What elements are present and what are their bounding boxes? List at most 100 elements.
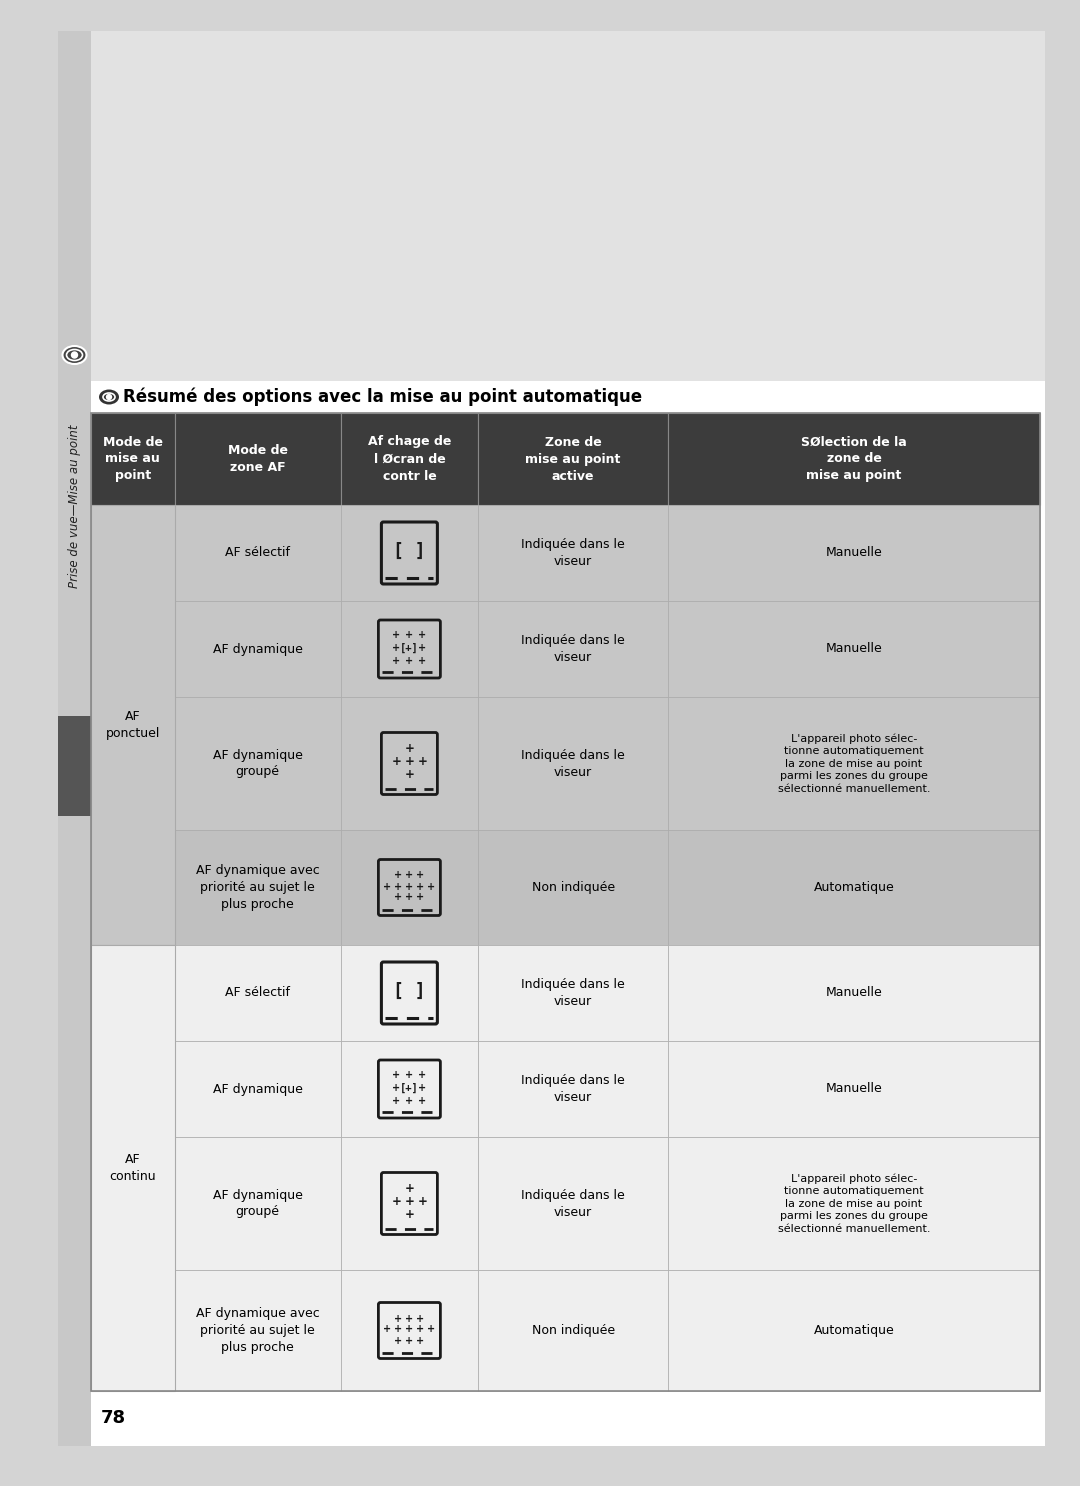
Text: +: +	[404, 1208, 415, 1221]
Text: +: +	[405, 881, 414, 892]
Bar	[91, 945, 175, 1391]
Text: Zone de
mise au point
active: Zone de mise au point active	[525, 435, 621, 483]
Text: +: +	[394, 1336, 403, 1345]
Text: Indiquée dans le
viseur: Indiquée dans le viseur	[522, 978, 625, 1008]
Bar	[91, 413, 175, 505]
Bar	[340, 413, 478, 505]
Text: Indiquée dans le
viseur: Indiquée dans le viseur	[522, 749, 625, 779]
Bar	[340, 697, 478, 831]
Text: +: +	[418, 1195, 428, 1208]
Text: Non indiquée: Non indiquée	[531, 881, 615, 895]
Bar	[669, 1137, 1040, 1271]
Text: +: +	[418, 643, 427, 652]
Text: Manuelle: Manuelle	[825, 987, 882, 1000]
Bar	[91, 380, 1045, 413]
Bar	[91, 413, 1040, 1391]
Text: +: +	[383, 881, 391, 892]
Bar	[478, 831, 669, 945]
Text: AF dynamique
groupé: AF dynamique groupé	[213, 749, 302, 779]
Bar	[340, 831, 478, 945]
Text: +: +	[404, 1181, 415, 1195]
Text: Mode de
zone AF: Mode de zone AF	[228, 444, 287, 474]
Text: +: +	[428, 1324, 435, 1334]
Bar	[58, 31, 91, 1446]
Text: +: +	[416, 871, 424, 881]
Bar	[91, 505, 175, 945]
Text: +: +	[428, 881, 435, 892]
Text: AF dynamique: AF dynamique	[213, 1082, 302, 1095]
Text: AF dynamique avec
priorité au sujet le
plus proche: AF dynamique avec priorité au sujet le p…	[195, 1308, 320, 1354]
Text: Indiquée dans le
viseur: Indiquée dans le viseur	[522, 538, 625, 568]
Text: +: +	[392, 655, 401, 666]
Text: +: +	[416, 1336, 424, 1345]
Ellipse shape	[99, 389, 119, 404]
Bar	[58, 31, 1045, 380]
Bar	[340, 1137, 478, 1271]
Circle shape	[107, 394, 111, 400]
Text: +: +	[405, 1336, 414, 1345]
Text: Indiquée dans le
viseur: Indiquée dans le viseur	[522, 1189, 625, 1219]
Text: [+]: [+]	[400, 1083, 419, 1094]
Text: Manuelle: Manuelle	[825, 1082, 882, 1095]
Text: Prise de vue—Mise au point: Prise de vue—Mise au point	[68, 424, 81, 588]
Bar	[478, 600, 669, 697]
Bar	[175, 697, 340, 831]
Bar	[669, 831, 1040, 945]
Text: AF dynamique avec
priorité au sujet le
plus proche: AF dynamique avec priorité au sujet le p…	[195, 863, 320, 911]
Text: AF sélectif: AF sélectif	[225, 987, 291, 1000]
Bar	[340, 945, 478, 1042]
Text: +: +	[391, 755, 402, 768]
Bar	[478, 413, 669, 505]
Text: +: +	[416, 1314, 424, 1324]
Text: L'appareil photo sélec-
tionne automatiquement
la zone de mise au point
parmi le: L'appareil photo sélec- tionne automatiq…	[778, 734, 930, 794]
Text: +: +	[405, 1070, 414, 1080]
Bar	[175, 1042, 340, 1137]
Text: [ ]: [ ]	[393, 982, 426, 1000]
Text: +: +	[394, 893, 403, 902]
Text: +: +	[392, 1083, 401, 1094]
Text: +: +	[383, 1324, 391, 1334]
Text: +: +	[392, 630, 401, 640]
Text: AF sélectif: AF sélectif	[225, 547, 291, 560]
Text: Af chage de
l Øcran de
contr le: Af chage de l Øcran de contr le	[367, 435, 451, 483]
Bar	[669, 697, 1040, 831]
Text: +: +	[405, 630, 414, 640]
Text: +: +	[392, 1097, 401, 1106]
Text: Manuelle: Manuelle	[825, 642, 882, 655]
Bar	[175, 1271, 340, 1391]
Text: 78: 78	[102, 1409, 126, 1427]
Text: AF dynamique: AF dynamique	[213, 642, 302, 655]
Text: +: +	[404, 755, 415, 768]
Bar	[340, 1042, 478, 1137]
Bar	[175, 831, 340, 945]
Bar	[669, 945, 1040, 1042]
Bar	[175, 413, 340, 505]
Bar	[478, 1137, 669, 1271]
Text: +: +	[416, 893, 424, 902]
Text: +: +	[405, 1097, 414, 1106]
Bar	[58, 716, 91, 816]
Text: +: +	[405, 1314, 414, 1324]
Bar	[669, 413, 1040, 505]
Text: +: +	[392, 1070, 401, 1080]
Circle shape	[71, 352, 78, 358]
Text: +: +	[404, 768, 415, 782]
Text: Indiquée dans le
viseur: Indiquée dans le viseur	[522, 1074, 625, 1104]
Text: +: +	[404, 1195, 415, 1208]
Text: +: +	[418, 1070, 427, 1080]
Bar	[340, 600, 478, 697]
Text: +: +	[392, 643, 401, 652]
Text: +: +	[394, 1314, 403, 1324]
Text: AF
ponctuel: AF ponctuel	[106, 710, 160, 740]
Text: L'appareil photo sélec-
tionne automatiquement
la zone de mise au point
parmi le: L'appareil photo sélec- tionne automatiq…	[778, 1174, 930, 1233]
Text: AF dynamique
groupé: AF dynamique groupé	[213, 1189, 302, 1219]
Text: +: +	[405, 871, 414, 881]
Bar	[175, 600, 340, 697]
Text: +: +	[418, 655, 427, 666]
Text: Indiquée dans le
viseur: Indiquée dans le viseur	[522, 635, 625, 664]
Text: +: +	[404, 742, 415, 755]
Text: Automatique: Automatique	[813, 881, 894, 895]
Bar	[478, 1042, 669, 1137]
Text: +: +	[405, 893, 414, 902]
Ellipse shape	[63, 346, 86, 364]
